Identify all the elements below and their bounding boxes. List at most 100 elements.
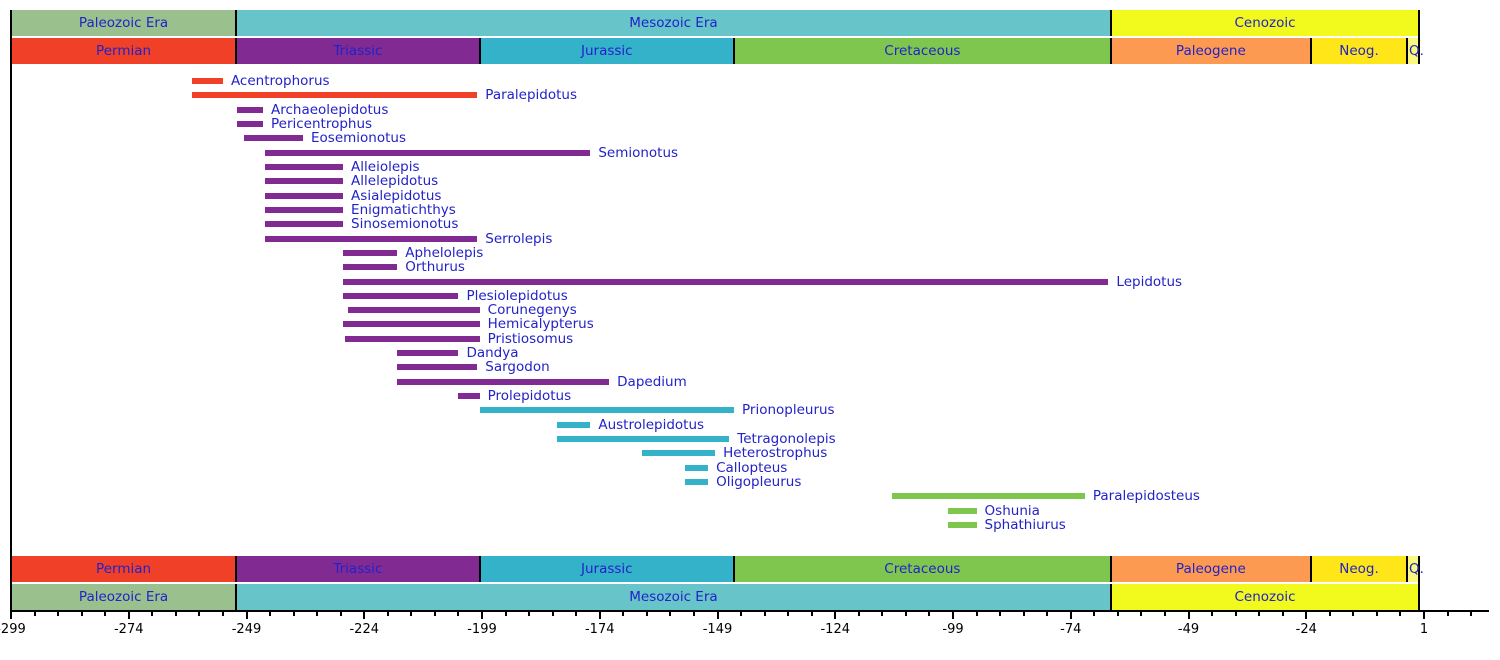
axis-minor-tick [1446,612,1449,616]
period-segment [1407,38,1420,64]
taxon-range-bar [265,192,344,199]
era-segment [11,10,237,36]
era-band-top: Paleozoic Era Mesozoic Era Cenozoic [0,10,1500,36]
axis-minor-tick [857,612,860,616]
taxon-range-bar [397,364,478,371]
era-segment [236,584,1111,610]
taxon-label: Semionotus [598,144,679,161]
era-label: Cenozoic [1234,589,1296,605]
taxon-range-bar [642,450,716,457]
taxon-label: Austrolepidotus [598,416,705,433]
period-band-bottom: Permian Triassic Jurassic Cretaceous Paleoge… [0,556,1500,582]
axis-minor-tick [221,612,224,616]
period-boundary-line [1109,38,1112,64]
period-label: Jurassic [581,43,633,59]
axis-minor-tick [575,612,578,616]
taxon-range-bar [265,149,591,156]
axis-minor-tick [881,612,884,616]
taxon-label: Sargodon [485,359,550,376]
taxon-range-bar [458,393,480,400]
axis-minor-tick [339,612,342,616]
axis-minor-tick [1352,612,1355,616]
axis-minor-tick [104,612,107,616]
axis-minor-tick [80,612,83,616]
taxon-range-bar [343,264,398,271]
taxon-range-bar [244,135,304,142]
axis-major-tick [1069,612,1072,619]
period-segment [1407,556,1420,582]
axis-major-tick [952,612,954,619]
era-boundary-line [235,584,238,610]
period-segment [11,556,237,582]
period-label: Paleogene [1175,43,1246,59]
axis-minor-tick [57,612,60,616]
taxon-label: Tetragonolepis [737,431,836,448]
axis-major-tick [1423,612,1425,619]
taxon-range-bar [684,464,709,471]
taxon-range-bar [192,92,478,99]
period-boundary-line [1109,556,1112,582]
period-boundary-line [732,556,735,582]
period-band-top: Permian Triassic Jurassic Cretaceous Paleoge… [0,38,1500,64]
chart-left-border-line [10,10,12,612]
period-segment [479,38,734,64]
period-segment [1310,556,1408,582]
era-label: Mesozoic Era [629,15,718,31]
taxon-range-bar [265,235,478,242]
period-label: Jurassic [581,561,633,577]
taxon-range-bar [192,78,223,84]
axis-minor-tick [904,612,907,616]
axis-minor-tick [669,612,672,616]
axis-minor-tick [740,612,743,616]
axis-minor-tick [269,612,272,616]
taxon-range-bar [948,521,977,528]
era-label: Mesozoic Era [629,589,718,605]
axis-minor-tick [692,612,695,616]
axis-minor-tick [528,612,531,616]
period-boundary-line [235,38,238,64]
axis-major-tick [1187,612,1190,619]
axis-minor-tick [198,612,201,616]
taxon-label: Dapedium [617,373,687,390]
period-segment [236,556,480,582]
era-boundary-line [1109,10,1112,36]
axis-tick-label: -124 [820,622,851,637]
taxon-label: Sinosemionotus [351,216,459,233]
taxon-label: Aphelolepis [405,244,484,261]
period-boundary-line [1406,38,1409,64]
axis-tick-label: 1 [1419,622,1429,637]
period-label: Cretaceous [884,43,961,59]
era-label: Paleozoic Era [78,15,169,31]
period-segment [1110,38,1311,64]
taxon-label: Hemicalypterus [487,316,594,333]
axis-minor-tick [787,612,790,616]
taxon-range-bar [397,378,610,385]
axis-tick-label: -274 [113,622,144,637]
taxon-range-bar [479,407,734,414]
axis-minor-tick [763,612,766,616]
taxon-range-bar [265,178,344,185]
period-boundary-line [478,556,481,582]
axis-minor-tick [1093,612,1096,616]
axis-minor-tick [1328,612,1331,616]
taxon-range-bar [557,436,730,443]
axis-minor-tick [645,612,648,616]
axis-minor-tick [292,612,295,616]
taxon-range-bar [237,106,263,113]
period-boundary-line [1309,556,1312,582]
taxon-range-bar [265,206,344,213]
period-label: Permian [96,43,152,59]
era-segment [1110,584,1420,610]
taxon-label: Oshunia [984,502,1040,519]
axis-minor-tick [504,612,507,616]
axis-tick-label: -74 [1060,622,1082,637]
axis-tick-label: -24 [1295,622,1317,637]
period-boundary-line [732,38,735,64]
axis-minor-tick [386,612,389,616]
axis-tick-label: -149 [702,622,733,637]
period-segment [1310,38,1408,64]
taxon-range-bar [265,221,344,228]
period-label: Cretaceous [884,561,961,577]
taxon-label: Serrolepis [485,230,553,247]
